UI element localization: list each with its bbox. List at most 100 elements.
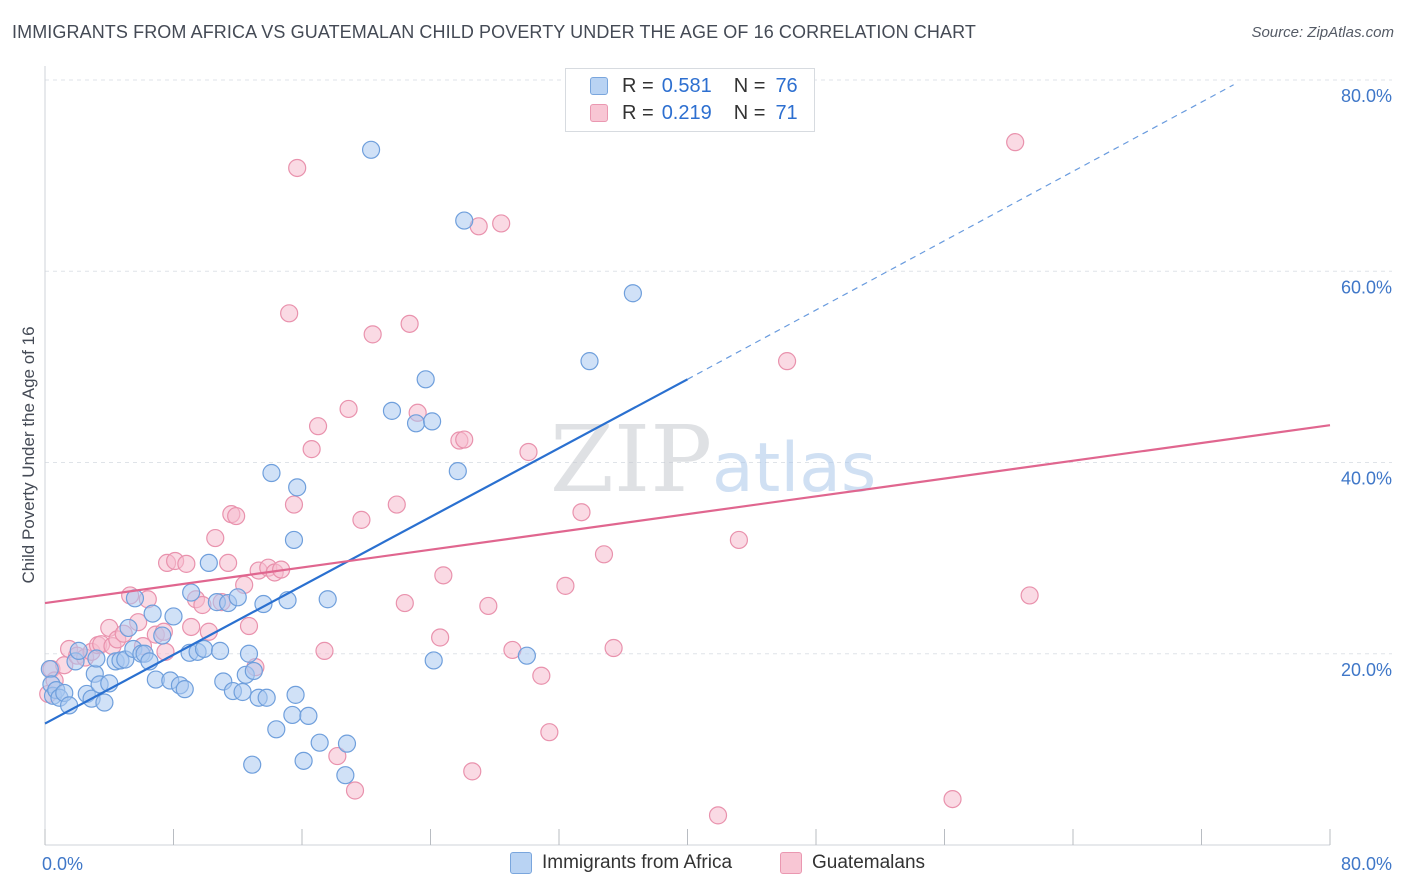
africa-point-55[interactable] xyxy=(284,530,304,550)
africa-point-45[interactable] xyxy=(239,644,259,663)
legend-n-label: N = xyxy=(733,74,766,97)
africa-point-43[interactable] xyxy=(233,682,252,702)
guatemalans-point-56[interactable] xyxy=(434,566,453,585)
africa-point-42[interactable] xyxy=(228,588,247,607)
africa-point-62[interactable] xyxy=(336,766,355,785)
guatemalans-point-46[interactable] xyxy=(328,746,347,766)
africa-point-58[interactable] xyxy=(294,751,313,770)
trend-line-guatemalans xyxy=(44,424,1331,605)
guatemalans-point-76[interactable] xyxy=(1020,586,1039,605)
africa-point-72[interactable] xyxy=(517,646,536,665)
guatemalans-point-41[interactable] xyxy=(284,495,304,514)
africa-point-54[interactable] xyxy=(283,705,302,725)
guatemalans-point-52[interactable] xyxy=(395,593,414,613)
africa-point-25[interactable] xyxy=(143,604,162,623)
africa-point-50[interactable] xyxy=(257,688,276,707)
guatemalans-point-50[interactable] xyxy=(363,325,382,344)
africa-point-51[interactable] xyxy=(262,463,281,483)
guatemalans-point-72[interactable] xyxy=(729,530,749,550)
africa-point-27[interactable] xyxy=(153,626,172,645)
guatemalans-point-49[interactable] xyxy=(352,510,371,529)
guatemalans-point-47[interactable] xyxy=(339,399,358,419)
africa-point-65[interactable] xyxy=(382,401,402,420)
africa-point-64[interactable] xyxy=(361,140,381,159)
guatemalans-point-32[interactable] xyxy=(227,506,246,526)
africa-point-61[interactable] xyxy=(318,590,337,609)
guatemalans-point-53[interactable] xyxy=(400,314,419,333)
africa-point-63[interactable] xyxy=(337,734,357,753)
series-legend-africa[interactable]: Immigrants from Africa xyxy=(510,852,732,874)
guatemalans-point-45[interactable] xyxy=(315,641,334,660)
africa-point-33[interactable] xyxy=(182,583,201,602)
guatemalans-point-23[interactable] xyxy=(177,554,196,573)
series-africa-points xyxy=(40,140,642,785)
y-tick-label-1: 40.0% xyxy=(1341,469,1392,489)
legend-n-value-africa: 76 xyxy=(775,74,798,97)
africa-point-8[interactable] xyxy=(69,641,88,660)
africa-point-69[interactable] xyxy=(424,651,443,670)
guatemalans-point-51[interactable] xyxy=(387,495,406,514)
africa-point-57[interactable] xyxy=(288,478,307,497)
trend-line-africa xyxy=(44,378,689,725)
guatemalans-point-40[interactable] xyxy=(280,304,299,323)
guatemalans-point-74[interactable] xyxy=(943,789,962,809)
guatemalans-point-65[interactable] xyxy=(532,666,551,685)
guatemalans-point-48[interactable] xyxy=(345,781,365,800)
guatemalans-point-64[interactable] xyxy=(519,442,538,462)
legend-r-label: R = xyxy=(622,74,654,97)
africa-point-59[interactable] xyxy=(299,706,318,726)
africa-point-67[interactable] xyxy=(416,370,435,389)
africa-point-52[interactable] xyxy=(267,720,286,739)
guatemalans-point-34[interactable] xyxy=(239,616,259,636)
guatemalans-point-69[interactable] xyxy=(594,545,614,564)
guatemalans-point-66[interactable] xyxy=(540,723,559,742)
guatemalans-point-59[interactable] xyxy=(463,762,482,781)
africa-point-66[interactable] xyxy=(406,414,426,433)
africa-point-46[interactable] xyxy=(243,755,262,774)
source-label: Source: ZipAtlas.com xyxy=(1251,24,1394,41)
guatemalans-point-70[interactable] xyxy=(604,638,623,658)
legend-r-value-guatemalans: 0.219 xyxy=(661,101,712,124)
africa-point-70[interactable] xyxy=(448,462,467,481)
africa-point-60[interactable] xyxy=(310,733,329,752)
series-legend-guatemalans[interactable]: Guatemalans xyxy=(780,852,925,874)
y-axis-label: Child Poverty Under the Age of 16 xyxy=(19,326,38,583)
africa-point-36[interactable] xyxy=(199,553,218,573)
africa-point-31[interactable] xyxy=(175,680,194,699)
guatemalans-point-61[interactable] xyxy=(479,596,498,616)
africa-point-74[interactable] xyxy=(623,284,642,303)
guatemalans-point-73[interactable] xyxy=(777,352,797,371)
guatemalans-point-67[interactable] xyxy=(556,576,575,595)
africa-point-14[interactable] xyxy=(95,693,114,712)
guatemalans-point-43[interactable] xyxy=(302,440,321,459)
africa-point-71[interactable] xyxy=(455,211,474,230)
guatemalans-point-24[interactable] xyxy=(182,617,201,637)
legend-row-africa: R = 0.581 N = 76 xyxy=(590,74,798,98)
guatemalans-point-68[interactable] xyxy=(572,503,591,522)
guatemalans-point-62[interactable] xyxy=(492,214,511,233)
legend-row-guatemalans: R = 0.219 N = 71 xyxy=(590,101,798,125)
guatemalans-point-71[interactable] xyxy=(708,806,728,825)
guatemalans-point-42[interactable] xyxy=(288,158,307,178)
africa-point-35[interactable] xyxy=(194,639,214,659)
africa-point-47[interactable] xyxy=(244,661,263,681)
africa-point-29[interactable] xyxy=(164,607,183,626)
guatemalans-point-58[interactable] xyxy=(455,430,474,449)
africa-point-38[interactable] xyxy=(210,641,230,660)
guatemalans-point-30[interactable] xyxy=(219,553,238,573)
guatemalans-point-55[interactable] xyxy=(431,628,450,647)
chart-title: IMMIGRANTS FROM AFRICA VS GUATEMALAN CHI… xyxy=(12,22,976,42)
africa-point-73[interactable] xyxy=(580,352,599,371)
tick-labels: 20.0% 40.0% 60.0% 80.0% 0.0% 80.0% xyxy=(42,86,1392,874)
guatemalans-point-75[interactable] xyxy=(1006,133,1025,152)
africa-point-19[interactable] xyxy=(119,618,138,638)
series-swatch-guatemalans xyxy=(780,852,802,874)
africa-point-12[interactable] xyxy=(87,649,106,668)
series-legend: Immigrants from Africa Guatemalans xyxy=(0,852,1406,876)
africa-point-0[interactable] xyxy=(40,659,59,679)
guatemalans-point-28[interactable] xyxy=(206,528,225,548)
guatemalans-point-44[interactable] xyxy=(308,417,328,436)
watermark: ZIP atlas xyxy=(550,406,876,513)
africa-point-56[interactable] xyxy=(286,685,305,704)
africa-point-68[interactable] xyxy=(423,412,442,431)
